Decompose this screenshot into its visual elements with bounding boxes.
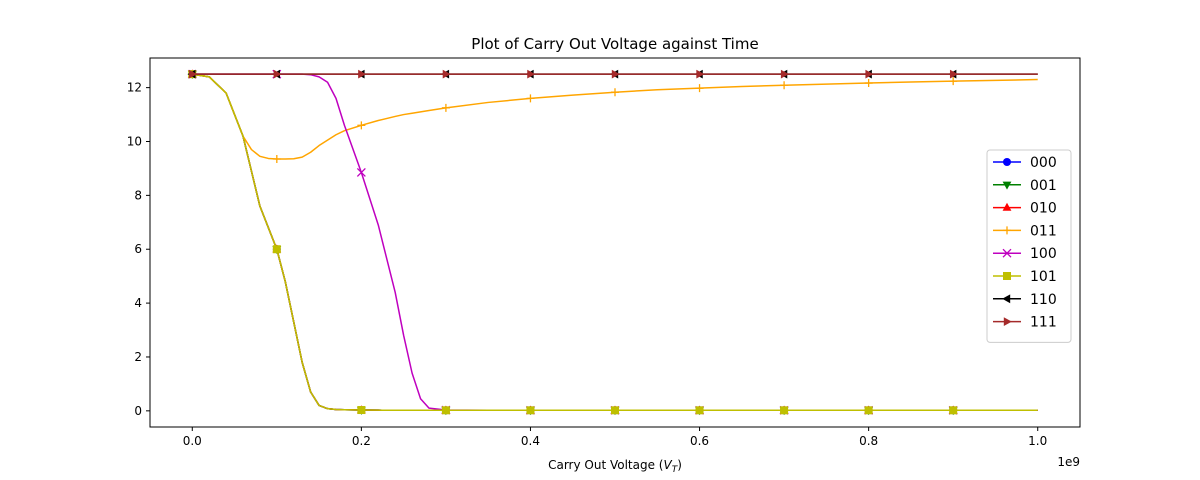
data-point-111 xyxy=(442,69,451,79)
data-point-101 xyxy=(526,406,535,415)
data-point-111 xyxy=(949,69,958,79)
x-offset-text: 1e9 xyxy=(1057,455,1080,469)
x-tick-label: 0.6 xyxy=(690,434,709,448)
data-point-011 xyxy=(780,81,789,90)
legend-label: 100 xyxy=(1030,246,1057,262)
legend-frame xyxy=(986,149,1072,343)
series-line-101 xyxy=(192,73,1038,412)
data-point-011 xyxy=(611,88,619,97)
legend-label: 000 xyxy=(1030,155,1057,171)
legend-item-001: 001 xyxy=(993,178,1057,194)
legend-label: 011 xyxy=(1030,223,1057,239)
legend-item-110: 110 xyxy=(993,292,1057,308)
data-point-101 xyxy=(272,245,281,254)
data-point-111 xyxy=(527,69,536,79)
legend: 000 001 010 011 100 101 110 111 xyxy=(986,149,1072,343)
legend-marker xyxy=(1002,248,1012,258)
legend-label: 010 xyxy=(1030,201,1057,217)
legend-marker xyxy=(1002,202,1012,211)
legend-item-101: 101 xyxy=(993,269,1057,285)
data-point-011 xyxy=(526,94,535,103)
x-axis-label: Carry Out Voltage (VT) xyxy=(548,458,682,475)
legend-marker xyxy=(1003,226,1011,235)
y-tick-label: 2 xyxy=(134,350,142,364)
legend-item-010: 010 xyxy=(993,201,1057,217)
legend-label: 101 xyxy=(1030,269,1057,285)
data-point-011 xyxy=(695,84,704,93)
y-tick-label: 0 xyxy=(134,404,142,418)
series-111 xyxy=(189,69,1038,79)
legend-marker xyxy=(1002,294,1011,304)
data-point-011 xyxy=(357,121,366,130)
x-tick-label: 1.0 xyxy=(1028,434,1047,448)
plot-area xyxy=(187,69,1038,416)
data-point-101 xyxy=(864,406,873,415)
legend-label: 111 xyxy=(1030,315,1057,331)
data-point-101 xyxy=(695,406,704,415)
legend-item-111: 111 xyxy=(993,315,1057,331)
y-tick-label: 6 xyxy=(134,242,142,256)
data-point-111 xyxy=(273,69,282,79)
x-tick-label: 0.2 xyxy=(352,434,371,448)
legend-marker xyxy=(1002,181,1012,190)
x-axis: 0.0 0.2 0.4 0.6 0.8 1.0 xyxy=(183,427,1047,448)
x-tick-label: 0.4 xyxy=(521,434,540,448)
data-point-101 xyxy=(441,406,450,415)
data-point-011 xyxy=(864,79,873,88)
legend-marker xyxy=(1003,158,1011,166)
x-tick-label: 0.8 xyxy=(859,434,878,448)
legend-label: 001 xyxy=(1030,178,1057,194)
y-axis: 0 2 4 6 8 10 12 xyxy=(127,81,150,418)
legend-item-100: 100 xyxy=(993,246,1057,262)
series-line-011 xyxy=(192,73,1038,160)
legend-item-011: 011 xyxy=(993,223,1057,239)
legend-item-000: 000 xyxy=(993,155,1057,171)
legend-label: 110 xyxy=(1030,292,1057,308)
legend-marker xyxy=(1003,317,1012,326)
y-tick-label: 12 xyxy=(127,81,142,95)
data-point-101 xyxy=(611,406,619,415)
axes-frame xyxy=(149,57,1081,428)
chart-title: Plot of Carry Out Voltage against Time xyxy=(471,35,758,53)
data-point-101 xyxy=(357,406,366,415)
data-point-111 xyxy=(358,69,367,79)
legend-marker xyxy=(1003,272,1011,280)
y-tick-label: 8 xyxy=(134,188,142,202)
data-point-101 xyxy=(780,406,789,415)
data-point-111 xyxy=(865,69,874,79)
data-point-111 xyxy=(611,69,620,79)
data-point-111 xyxy=(189,69,198,79)
y-tick-label: 10 xyxy=(127,134,142,148)
x-tick-label: 0.0 xyxy=(183,434,202,448)
data-point-111 xyxy=(696,69,705,79)
data-point-011 xyxy=(949,77,958,86)
data-point-100 xyxy=(356,168,366,177)
y-tick-label: 4 xyxy=(134,296,142,310)
data-point-111 xyxy=(780,69,789,79)
data-point-011 xyxy=(272,155,281,164)
data-point-101 xyxy=(949,406,958,415)
data-point-011 xyxy=(441,103,450,112)
